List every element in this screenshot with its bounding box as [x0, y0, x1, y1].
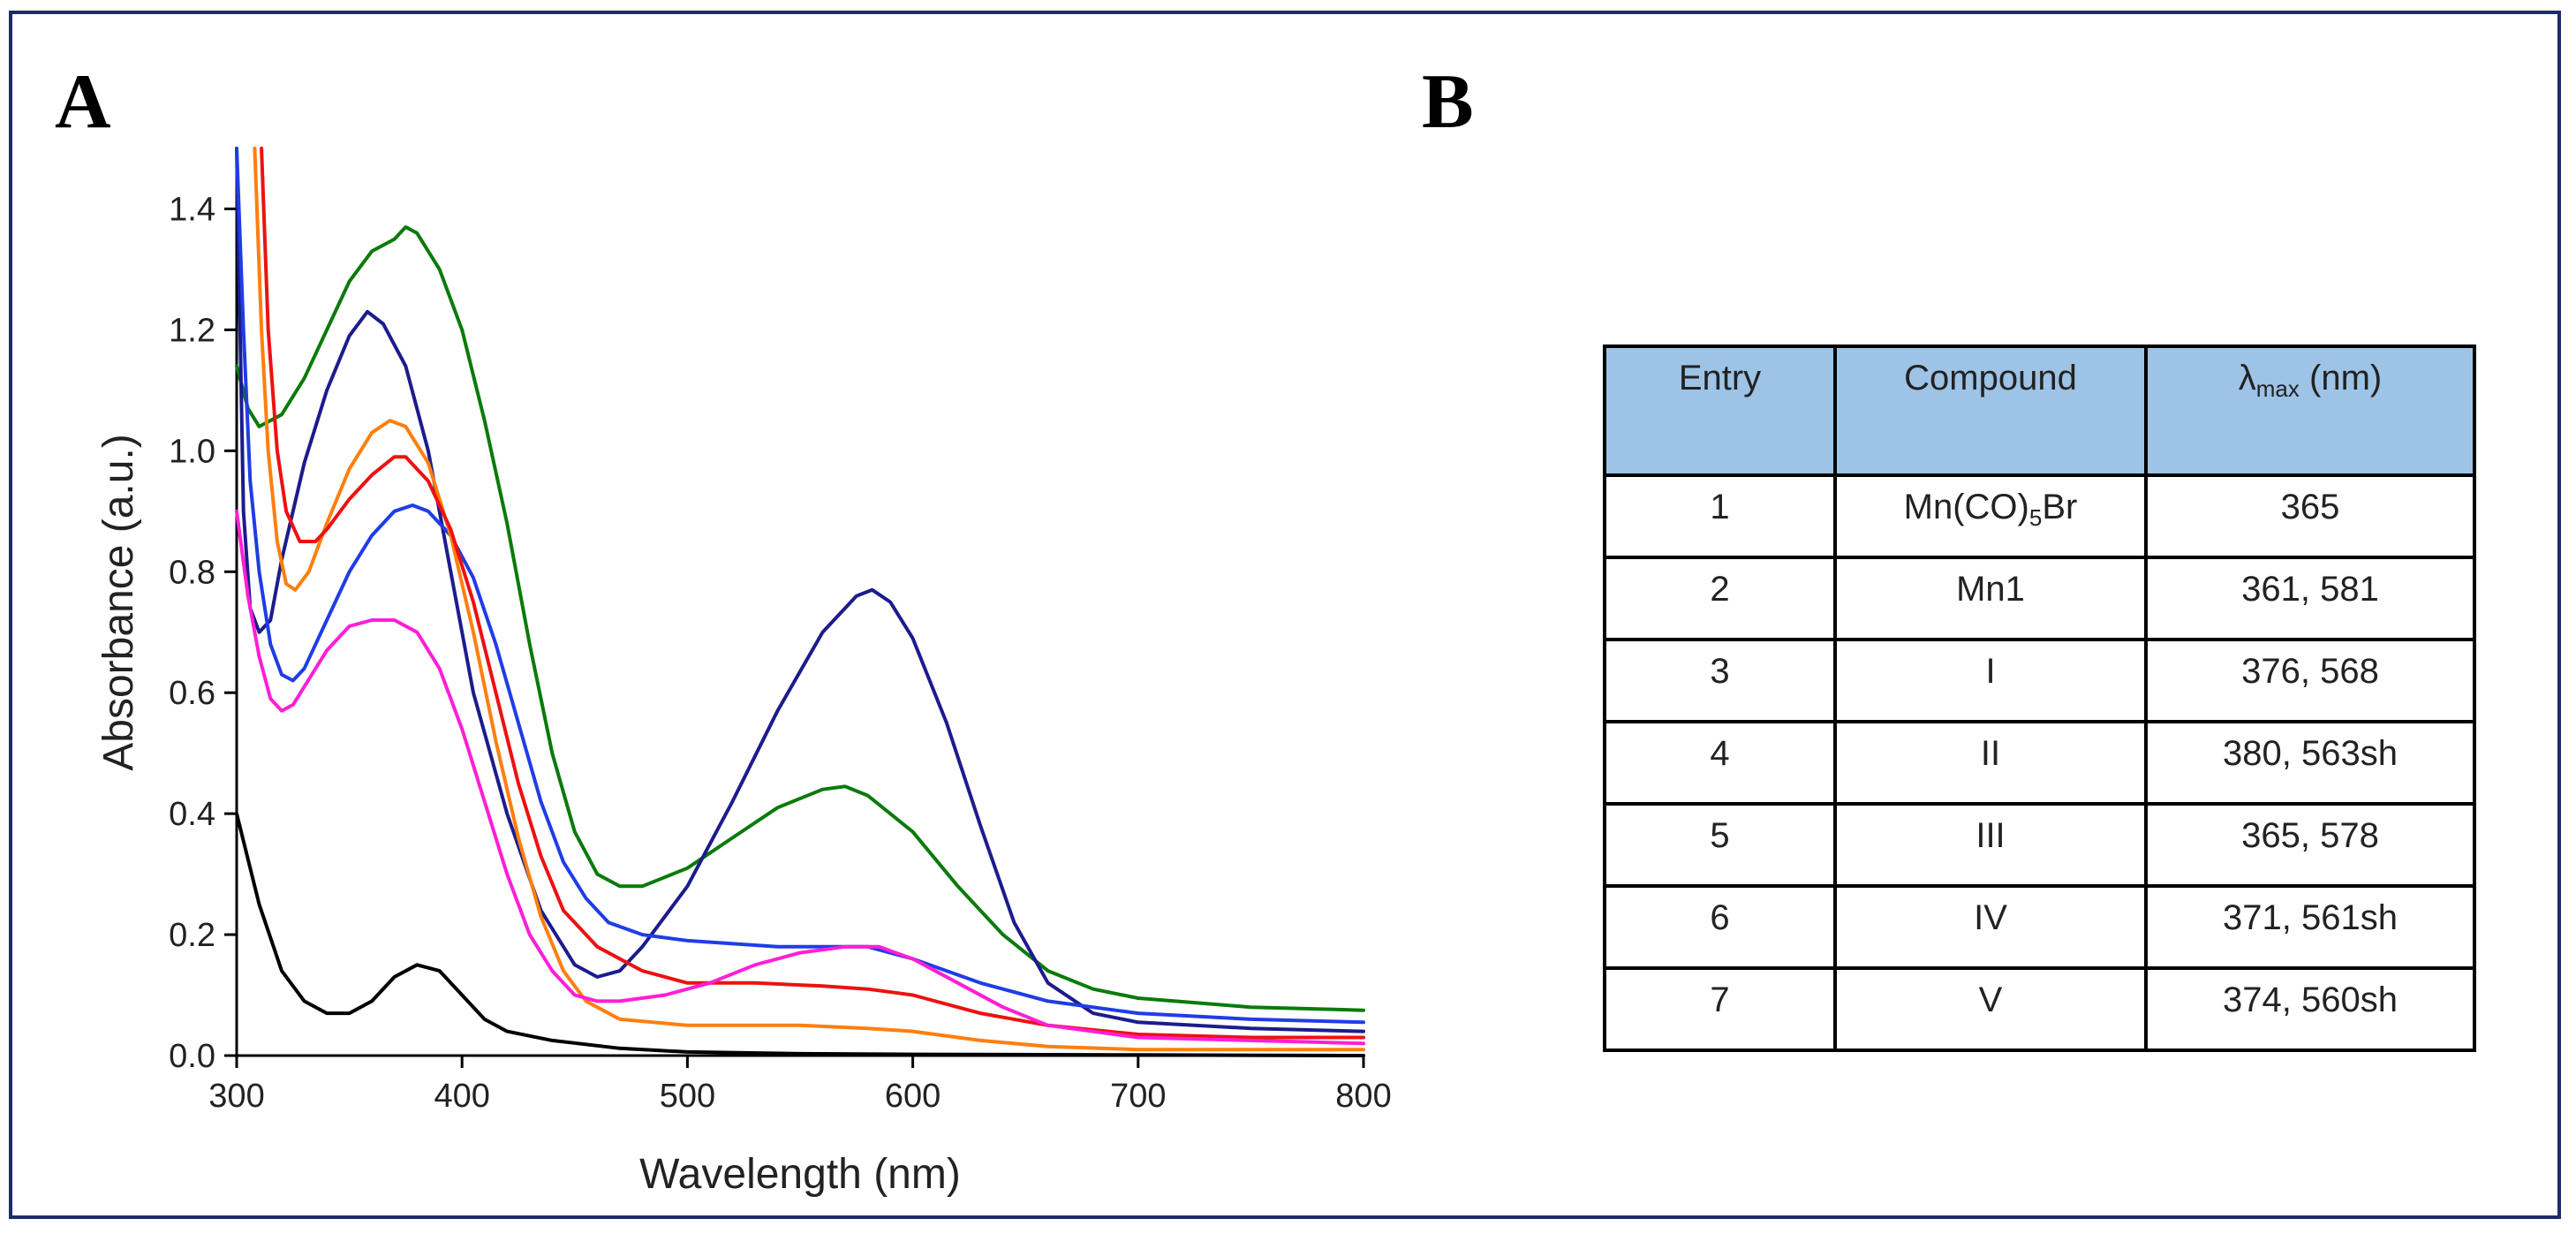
cell-compound: Mn(CO)5Br [1833, 473, 2148, 559]
x-tick-label: 700 [1110, 1078, 1166, 1115]
header-compound: Compound [1833, 344, 2148, 477]
table-row: 6 IV 371, 561sh [1603, 884, 2476, 970]
x-tick-label: 600 [885, 1078, 941, 1115]
x-tick-label: 400 [434, 1078, 489, 1115]
y-tick-label: 1.0 [169, 433, 215, 470]
cell-compound: IV [1833, 884, 2148, 970]
series-line-green [235, 225, 1365, 1012]
figure-frame [9, 11, 2561, 1219]
y-tick-label: 0.8 [169, 554, 215, 591]
header-entry: Entry [1603, 344, 1837, 477]
cell-lambda: 365 [2144, 473, 2476, 559]
cell-entry: 6 [1603, 884, 1837, 970]
cell-compound: III [1833, 802, 2148, 888]
cell-entry: 5 [1603, 802, 1837, 888]
cell-compound: I [1833, 638, 2148, 723]
table-row: 4 II 380, 563sh [1603, 720, 2476, 806]
cell-entry: 4 [1603, 720, 1837, 806]
y-axis-label: Absorbance (a.u.) [95, 434, 142, 771]
x-tick-label: 300 [208, 1078, 264, 1115]
series-line-navy [235, 147, 1365, 1033]
cell-entry: 7 [1603, 966, 1837, 1052]
cell-entry: 3 [1603, 638, 1837, 723]
cell-entry: 2 [1603, 556, 1837, 641]
table-row: 7 V 374, 560sh [1603, 966, 2476, 1052]
panel-label-b: B [1422, 59, 1474, 145]
table-header-row: Entry Compound λmax (nm) [1603, 344, 2476, 477]
y-tick-label: 0.4 [169, 796, 215, 833]
series-line-black [235, 812, 1365, 1057]
table-row: 1 Mn(CO)5Br 365 [1603, 473, 2476, 559]
x-axis-label: Wavelength (nm) [639, 1151, 961, 1198]
cell-compound: II [1833, 720, 2148, 806]
cell-compound: V [1833, 966, 2148, 1052]
y-tick-label: 0.6 [169, 675, 215, 712]
y-tick-label: 1.4 [169, 191, 215, 228]
x-tick-label: 500 [660, 1078, 715, 1115]
cell-lambda: 376, 568 [2144, 638, 2476, 723]
header-lambda-max: λmax (nm) [2144, 344, 2476, 477]
series-line-red [260, 147, 1365, 1040]
cell-lambda: 380, 563sh [2144, 720, 2476, 806]
series-line-magenta [235, 509, 1365, 1046]
absorbance-chart: 300 400 500 600 700 800 0.0 0.2 0.4 0.6 0.8 1.0 1.2 1… [95, 147, 1392, 1198]
y-tick-label: 0.2 [169, 917, 215, 954]
y-tick-label: 0.0 [169, 1038, 215, 1075]
table-row: 2 Mn1 361, 581 [1603, 556, 2476, 641]
y-tick-label: 1.2 [169, 312, 215, 349]
lambda-max-table: Entry Compound λmax (nm) 1 Mn(CO)5Br 365… [1603, 344, 2476, 1052]
x-tick-label: 800 [1335, 1078, 1391, 1115]
cell-lambda: 371, 561sh [2144, 884, 2476, 970]
lambda-max-table-wrap: Entry Compound λmax (nm) 1 Mn(CO)5Br 365… [1603, 344, 2476, 1052]
cell-compound: Mn1 [1833, 556, 2148, 641]
cell-lambda: 361, 581 [2144, 556, 2476, 641]
cell-lambda: 365, 578 [2144, 802, 2476, 888]
table-row: 3 I 376, 568 [1603, 638, 2476, 723]
cell-lambda: 374, 560sh [2144, 966, 2476, 1052]
series-line-blue [235, 147, 1365, 1025]
cell-entry: 1 [1603, 473, 1837, 559]
series-line-orange [253, 147, 1365, 1052]
panel-label-a: A [55, 59, 111, 145]
table-row: 5 III 365, 578 [1603, 802, 2476, 888]
